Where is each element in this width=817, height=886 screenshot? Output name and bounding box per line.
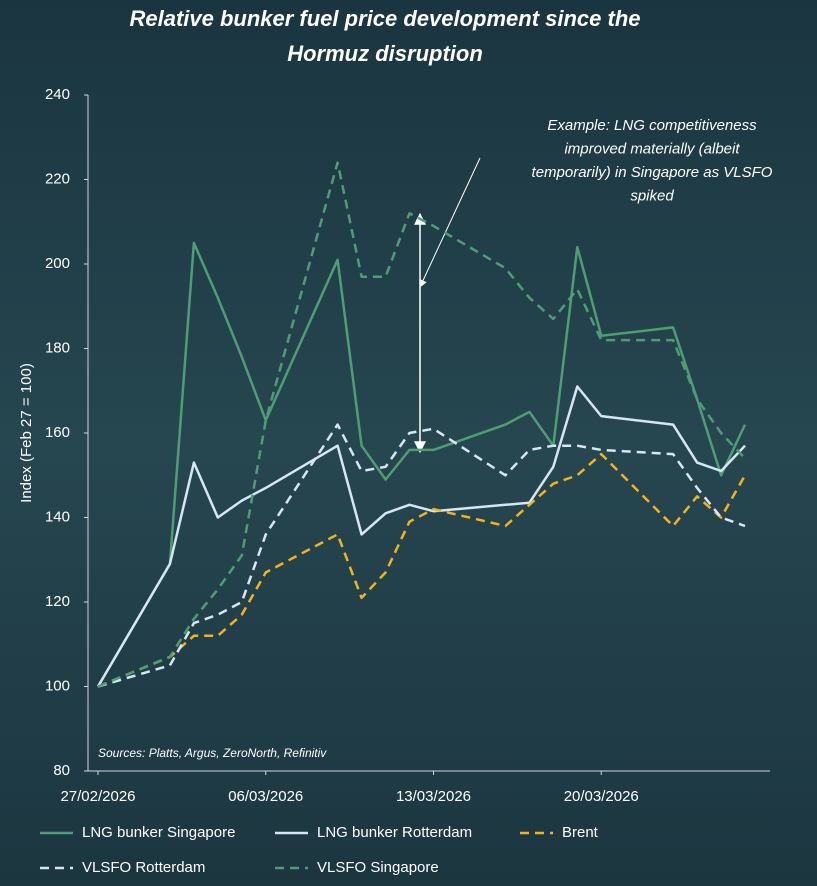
legend-label: VLSFO Singapore bbox=[317, 859, 439, 876]
annotation: spiked bbox=[630, 187, 674, 204]
annotation: temporarily) in Singapore as VLSFO bbox=[532, 164, 773, 181]
x-tick-label: 27/02/2026 bbox=[60, 788, 135, 805]
x-tick-label: 06/03/2026 bbox=[228, 788, 303, 805]
y-axis-label: Index (Feb 27 = 100) bbox=[18, 363, 35, 503]
chart-title: Relative bunker fuel price development s… bbox=[129, 6, 640, 31]
legend-label: LNG bunker Singapore bbox=[82, 824, 235, 841]
annotation: improved materially (albeit bbox=[564, 140, 740, 157]
y-tick-label: 240 bbox=[45, 86, 70, 103]
y-tick-label: 100 bbox=[45, 677, 70, 694]
y-tick-label: 220 bbox=[45, 170, 70, 187]
sources: Sources: Platts, Argus, ZeroNorth, Refin… bbox=[98, 746, 327, 760]
y-tick-label: 120 bbox=[45, 593, 70, 610]
y-tick-label: 180 bbox=[45, 339, 70, 356]
annotation-pointer bbox=[419, 157, 481, 288]
series-line bbox=[97, 161, 746, 688]
y-tick-label: 160 bbox=[45, 424, 70, 441]
x-tick-label: 20/03/2026 bbox=[564, 788, 639, 805]
series-line bbox=[97, 452, 747, 688]
legend-label: Brent bbox=[562, 824, 599, 841]
annotation: Example: LNG competitiveness bbox=[547, 117, 757, 134]
series-line bbox=[97, 423, 746, 688]
chart-title: Hormuz disruption bbox=[287, 41, 483, 66]
legend-label: VLSFO Rotterdam bbox=[82, 859, 205, 876]
y-tick-label: 80 bbox=[53, 762, 70, 779]
series-line bbox=[96, 241, 747, 688]
y-tick-label: 200 bbox=[45, 255, 70, 272]
x-tick-label: 13/03/2026 bbox=[396, 788, 471, 805]
series-line bbox=[96, 385, 746, 688]
legend-label: LNG bunker Rotterdam bbox=[317, 824, 472, 841]
y-tick-label: 140 bbox=[45, 508, 70, 525]
